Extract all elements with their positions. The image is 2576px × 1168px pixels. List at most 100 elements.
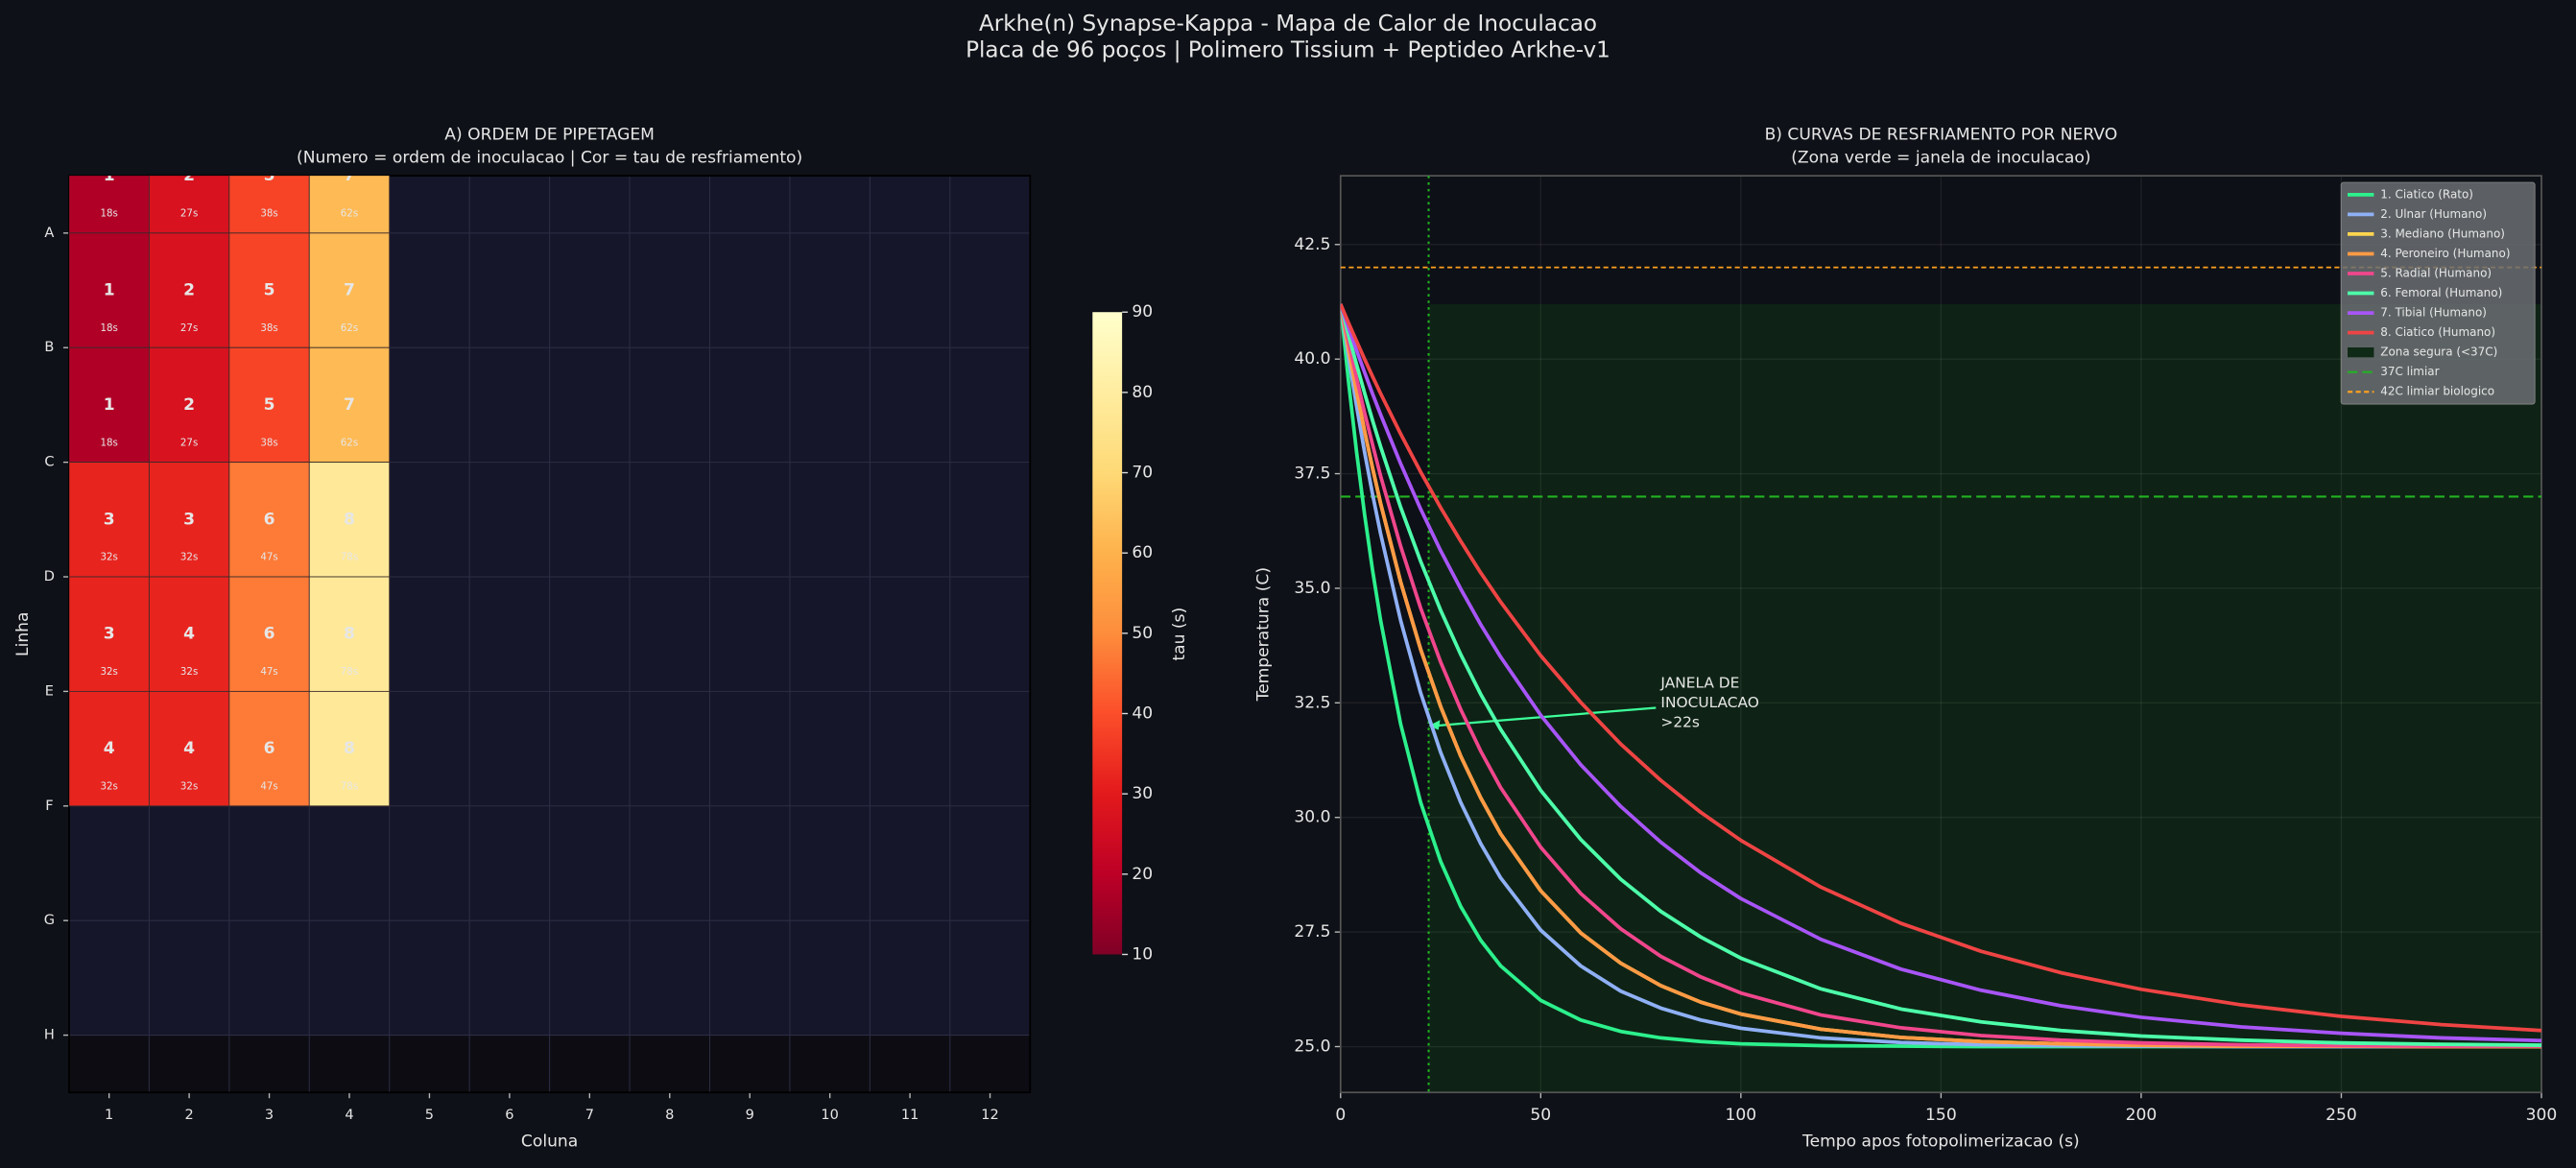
legend-label: 7. Tibial (Humano) [2380,306,2487,320]
x-tick-label: 8 [665,1108,674,1123]
figure-subtitle: Placa de 96 poços | Polimero Tissium + P… [966,38,1610,63]
x-tick-label: 7 [585,1108,594,1123]
cells: 1 18s 2 27s 5 38s 7 62s 1 18s 2 27s 5 38s 7 62s 1 18s 2 27s… [68,166,391,807]
colorbar-tick-label: 90 [1132,302,1153,322]
y-tick-label: G [44,913,55,928]
colorbar-tick-label: 10 [1132,944,1153,964]
annotation-text: INOCULACAO [1660,694,1758,711]
colorbar-tick-label: 60 [1132,543,1153,562]
y-tick-label: 32.5 [1294,693,1330,712]
figure-title: Arkhe(n) Synapse-Kappa - Mapa de Calor d… [979,12,1597,36]
plot-subtitle: (Zona verde = janela de inoculacao) [1791,148,2090,167]
legend-label: 2. Ulnar (Humano) [2380,207,2487,221]
heat-cell [148,232,230,348]
y-tick-label: 37.5 [1294,465,1330,484]
legend-label: 1. Ciatico (Rato) [2380,187,2473,201]
y-axis-label: Temperatura (C) [1253,567,1273,702]
colorbar-tick-label: 50 [1132,624,1153,643]
y-tick-label: C [44,455,54,470]
heat-cell [228,176,310,234]
order-label: 7 [344,166,355,185]
safe-zone [1428,303,2542,1093]
heat-cell [308,346,391,464]
tau-label: 47s [260,552,277,563]
tau-label: 32s [100,666,117,678]
x-tick-label: 200 [2126,1106,2158,1125]
order-label: 3 [104,510,115,529]
y-tick-label: F [45,799,53,814]
x-tick-label: 150 [1925,1106,1957,1125]
heat-cell [148,690,230,807]
tau-label: 32s [180,666,198,678]
tau-label: 32s [100,552,117,563]
x-tick-label: 300 [2526,1106,2558,1125]
order-label: 5 [264,395,275,415]
order-label: 7 [344,281,355,300]
cooling-curve [1340,303,2542,1033]
arrow-head [1428,720,1441,730]
legend-label: 5. Radial (Humano) [2380,266,2492,279]
order-label: 6 [264,739,275,758]
x-tick-label: 1 [105,1108,113,1123]
annotation-text: JANELA DE [1659,674,1739,691]
tau-label: 78s [341,666,358,678]
x-axis-label: Coluna [521,1132,578,1152]
order-label: 4 [104,739,115,758]
y-tick-label: D [44,569,55,584]
legend-label: Zona segura (<37C) [2380,346,2497,359]
tau-label: 32s [100,780,117,792]
annotation-arrow [1435,706,1657,727]
legend-label: 3. Mediano (Humano) [2380,226,2505,240]
legend-label: 37C limiar [2380,365,2439,378]
heat-cell [68,232,150,348]
y-tick-label: A [44,226,54,241]
order-label: 8 [344,739,355,758]
colorbar-label: tau (s) [1170,608,1189,661]
cooling-curve [1340,303,2542,1043]
colorbar-tick-label: 40 [1132,704,1153,724]
order-label: 8 [344,510,355,529]
plot-title: B) CURVAS DE RESFRIAMENTO POR NERVO [1765,125,2118,144]
x-tick-label: 0 [1335,1106,1346,1125]
heat-cell [308,462,391,578]
y-axis-label: Linha [13,611,33,656]
y-tick-label: 35.0 [1294,579,1330,598]
x-tick-label: 11 [901,1108,918,1123]
order-label: 1 [104,166,115,185]
order-label: 2 [183,166,195,185]
order-label: 1 [104,395,115,415]
tau-label: 78s [341,780,358,792]
legend: 1. Ciatico (Rato) 2. Ulnar (Humano) 3. Med… [2340,181,2536,405]
x-tick-label: 2 [184,1108,193,1123]
order-label: 3 [104,625,115,644]
colorbar-scale [1092,312,1123,955]
tau-label: 27s [180,437,198,448]
x-tick-label: 6 [505,1108,513,1123]
heat-cell [228,576,310,692]
legend-label: 4. Peroneiro (Humano) [2380,247,2510,260]
order-label: 6 [264,625,275,644]
plot-subtitle: (Numero = ordem de inoculacao | Cor = ta… [297,148,802,167]
cooling-curve [1340,303,2542,1048]
heat-cell [148,346,230,464]
tau-label: 18s [100,208,117,220]
tau-label: 32s [180,780,198,792]
plot-title: A) ORDEM DE PIPETAGEM [444,125,655,144]
tau-label: 62s [341,322,358,334]
x-tick-label: 100 [1726,1106,1757,1125]
order-label: 5 [264,166,275,185]
y-tick-label: H [44,1028,55,1043]
heat-cell [308,232,391,348]
plot-frame [1339,175,2542,1094]
tau-label: 38s [260,208,277,220]
tau-label: 18s [100,322,117,334]
order-label: 1 [104,281,115,300]
heat-cell [68,346,150,464]
order-label: 4 [183,739,195,758]
tau-label: 27s [180,322,198,334]
x-tick-label: 4 [345,1108,353,1123]
annotation-text: >22s [1660,713,1700,730]
tau-label: 62s [341,208,358,220]
order-label: 2 [183,281,195,300]
